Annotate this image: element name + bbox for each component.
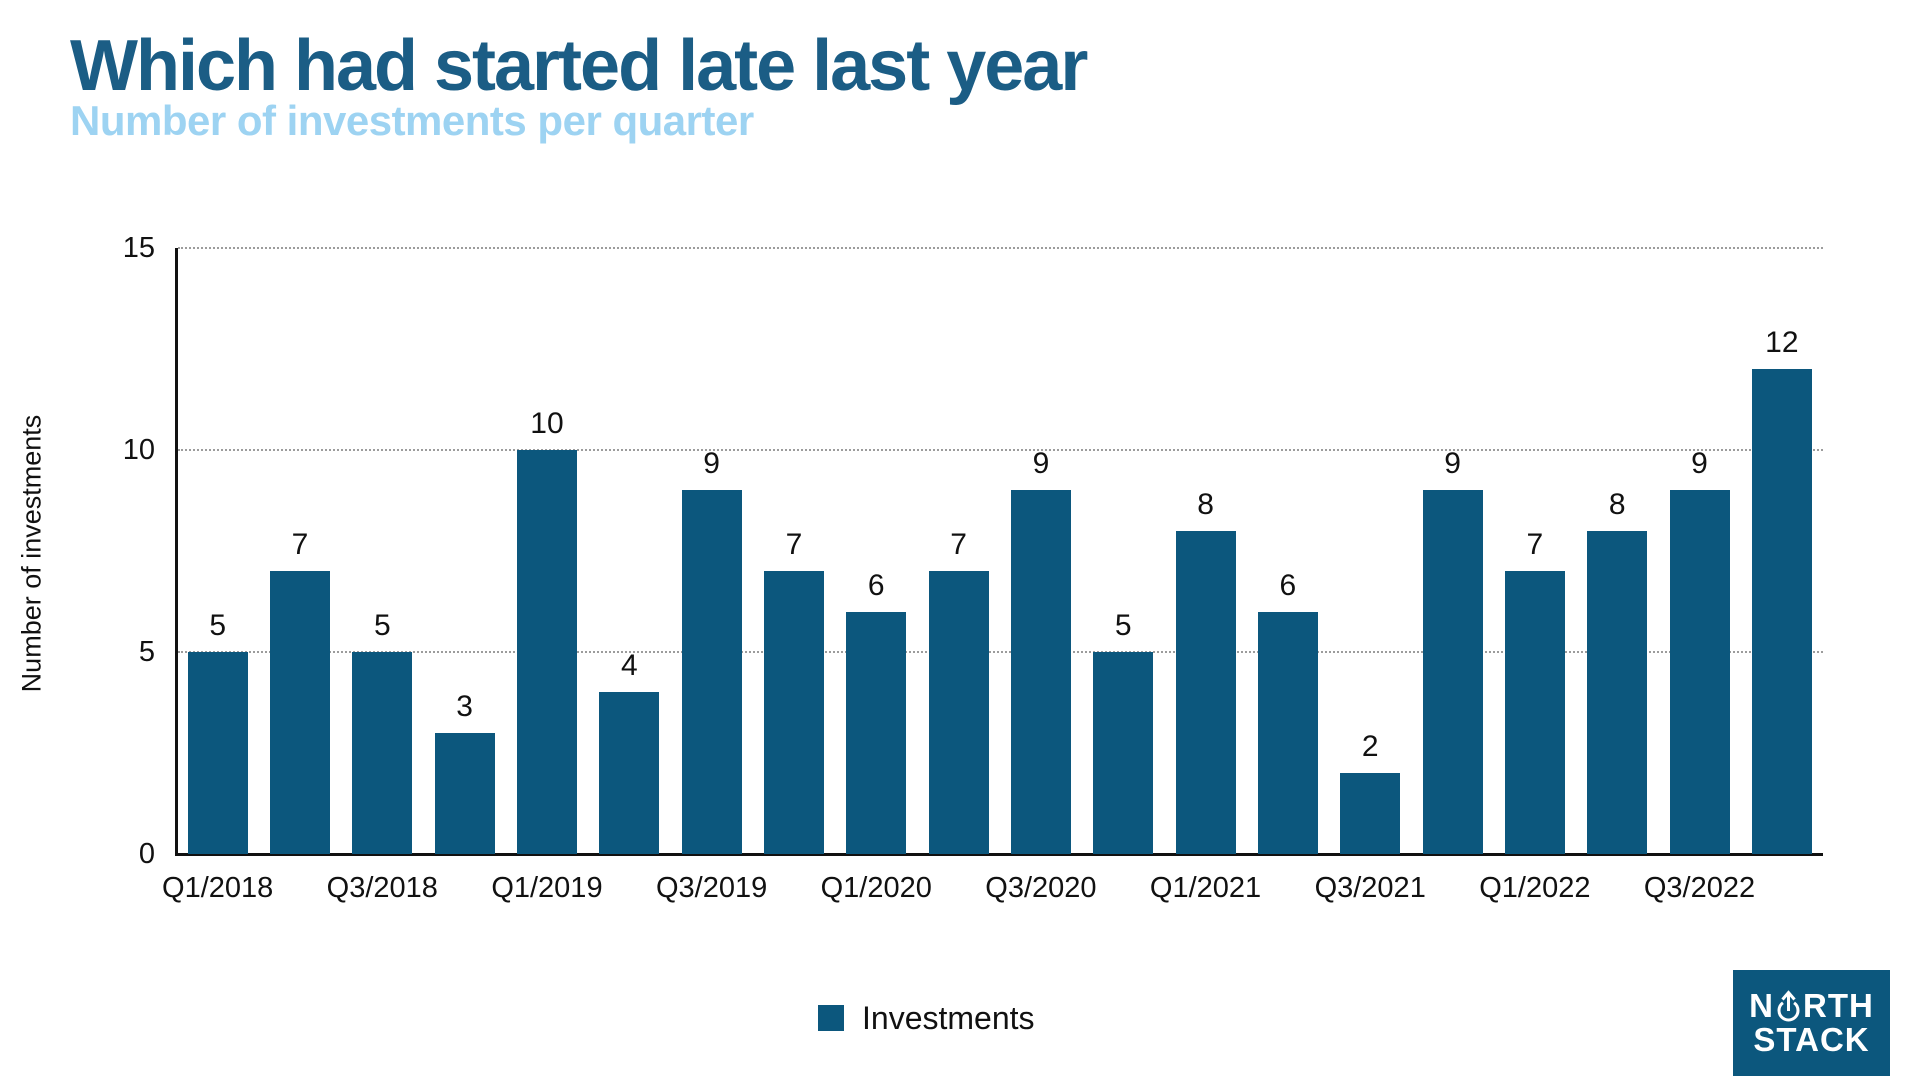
bar: [1504, 571, 1565, 854]
bar-value-label: 9: [1032, 447, 1050, 481]
bar-value-label: 5: [373, 609, 391, 642]
arrow-up-circle-icon: [1777, 990, 1800, 1022]
northstack-logo: N RTH STACK: [1733, 970, 1890, 1076]
bar-value-label: 7: [1526, 528, 1544, 562]
logo-text-north-end: RTH: [1803, 987, 1874, 1024]
bar-value-label: 5: [209, 609, 226, 642]
bar: [846, 611, 907, 854]
bar: [1422, 490, 1483, 854]
page-subtitle: Number of investments per quarter: [70, 97, 754, 144]
bar: [269, 571, 330, 854]
bar-value-label: 4: [620, 649, 638, 683]
gridline-5: [178, 651, 1823, 653]
bar: [599, 692, 660, 854]
legend-swatch-investments: [818, 1005, 844, 1031]
x-tick-label: Q3/2021: [1314, 872, 1426, 904]
bar: [1340, 773, 1401, 854]
logo-line-2: STACK: [1753, 1021, 1870, 1058]
bar: [1669, 490, 1730, 854]
bar-value-label: 9: [1691, 447, 1708, 481]
bar: [1175, 530, 1236, 854]
bar-value-label: 8: [1608, 487, 1626, 521]
x-tick-label: Q3/2022: [1643, 872, 1756, 904]
logo-text-north-start: N: [1749, 987, 1774, 1024]
bar-value-label: 8: [1197, 487, 1214, 521]
y-tick-label-0: 0: [138, 838, 155, 870]
y-tick-label-10: 10: [122, 434, 155, 466]
bar-value-label: 12: [1765, 326, 1799, 360]
bar: [187, 652, 248, 854]
bar-value-label: 10: [530, 407, 564, 440]
bar: [1010, 490, 1071, 854]
gridline-10: [178, 449, 1823, 451]
bar: [928, 571, 989, 854]
bar-value-label: 9: [703, 447, 720, 481]
x-tick-label: Q1/2019: [491, 872, 603, 904]
bar: [1587, 530, 1648, 854]
bar: [1093, 652, 1154, 854]
gridline-15: [178, 247, 1823, 249]
bar-value-label: 7: [291, 528, 309, 562]
bar: [434, 732, 495, 854]
bar: [516, 450, 577, 854]
y-axis-line: [175, 248, 178, 856]
bar-value-label: 6: [1279, 568, 1297, 602]
legend-label: Investments: [862, 999, 1035, 1036]
bar: [763, 571, 824, 854]
bar: [1751, 369, 1812, 854]
y-axis-title: Number of investments: [16, 414, 47, 693]
x-tick-label: Q1/2021: [1149, 872, 1262, 904]
x-tick-label: Q3/2018: [326, 872, 438, 904]
page-title: Which had started late last year: [70, 26, 1088, 106]
bar-value-label: 7: [785, 528, 803, 562]
bar-value-label: 2: [1361, 730, 1379, 764]
y-tick-label-5: 5: [138, 636, 155, 668]
bar: [681, 490, 742, 854]
logo-line-1: N RTH: [1749, 989, 1874, 1023]
legend: Investments: [818, 1000, 1035, 1036]
bar: [1257, 611, 1318, 854]
bar-value-label: 6: [867, 568, 885, 602]
x-tick-label: Q3/2019: [655, 872, 768, 904]
x-tick-label: Q1/2018: [162, 872, 274, 904]
x-tick-label: Q1/2022: [1479, 872, 1591, 904]
bar: [352, 652, 413, 854]
x-tick-label: Q3/2020: [985, 872, 1097, 904]
bar-value-label: 9: [1444, 447, 1461, 481]
x-axis-line: [175, 853, 1823, 856]
bar-value-label: 7: [950, 528, 967, 562]
bar-value-label: 3: [456, 689, 473, 723]
bar-value-label: 5: [1114, 609, 1132, 642]
y-tick-label-15: 15: [122, 232, 155, 264]
x-tick-label: Q1/2020: [820, 872, 932, 904]
